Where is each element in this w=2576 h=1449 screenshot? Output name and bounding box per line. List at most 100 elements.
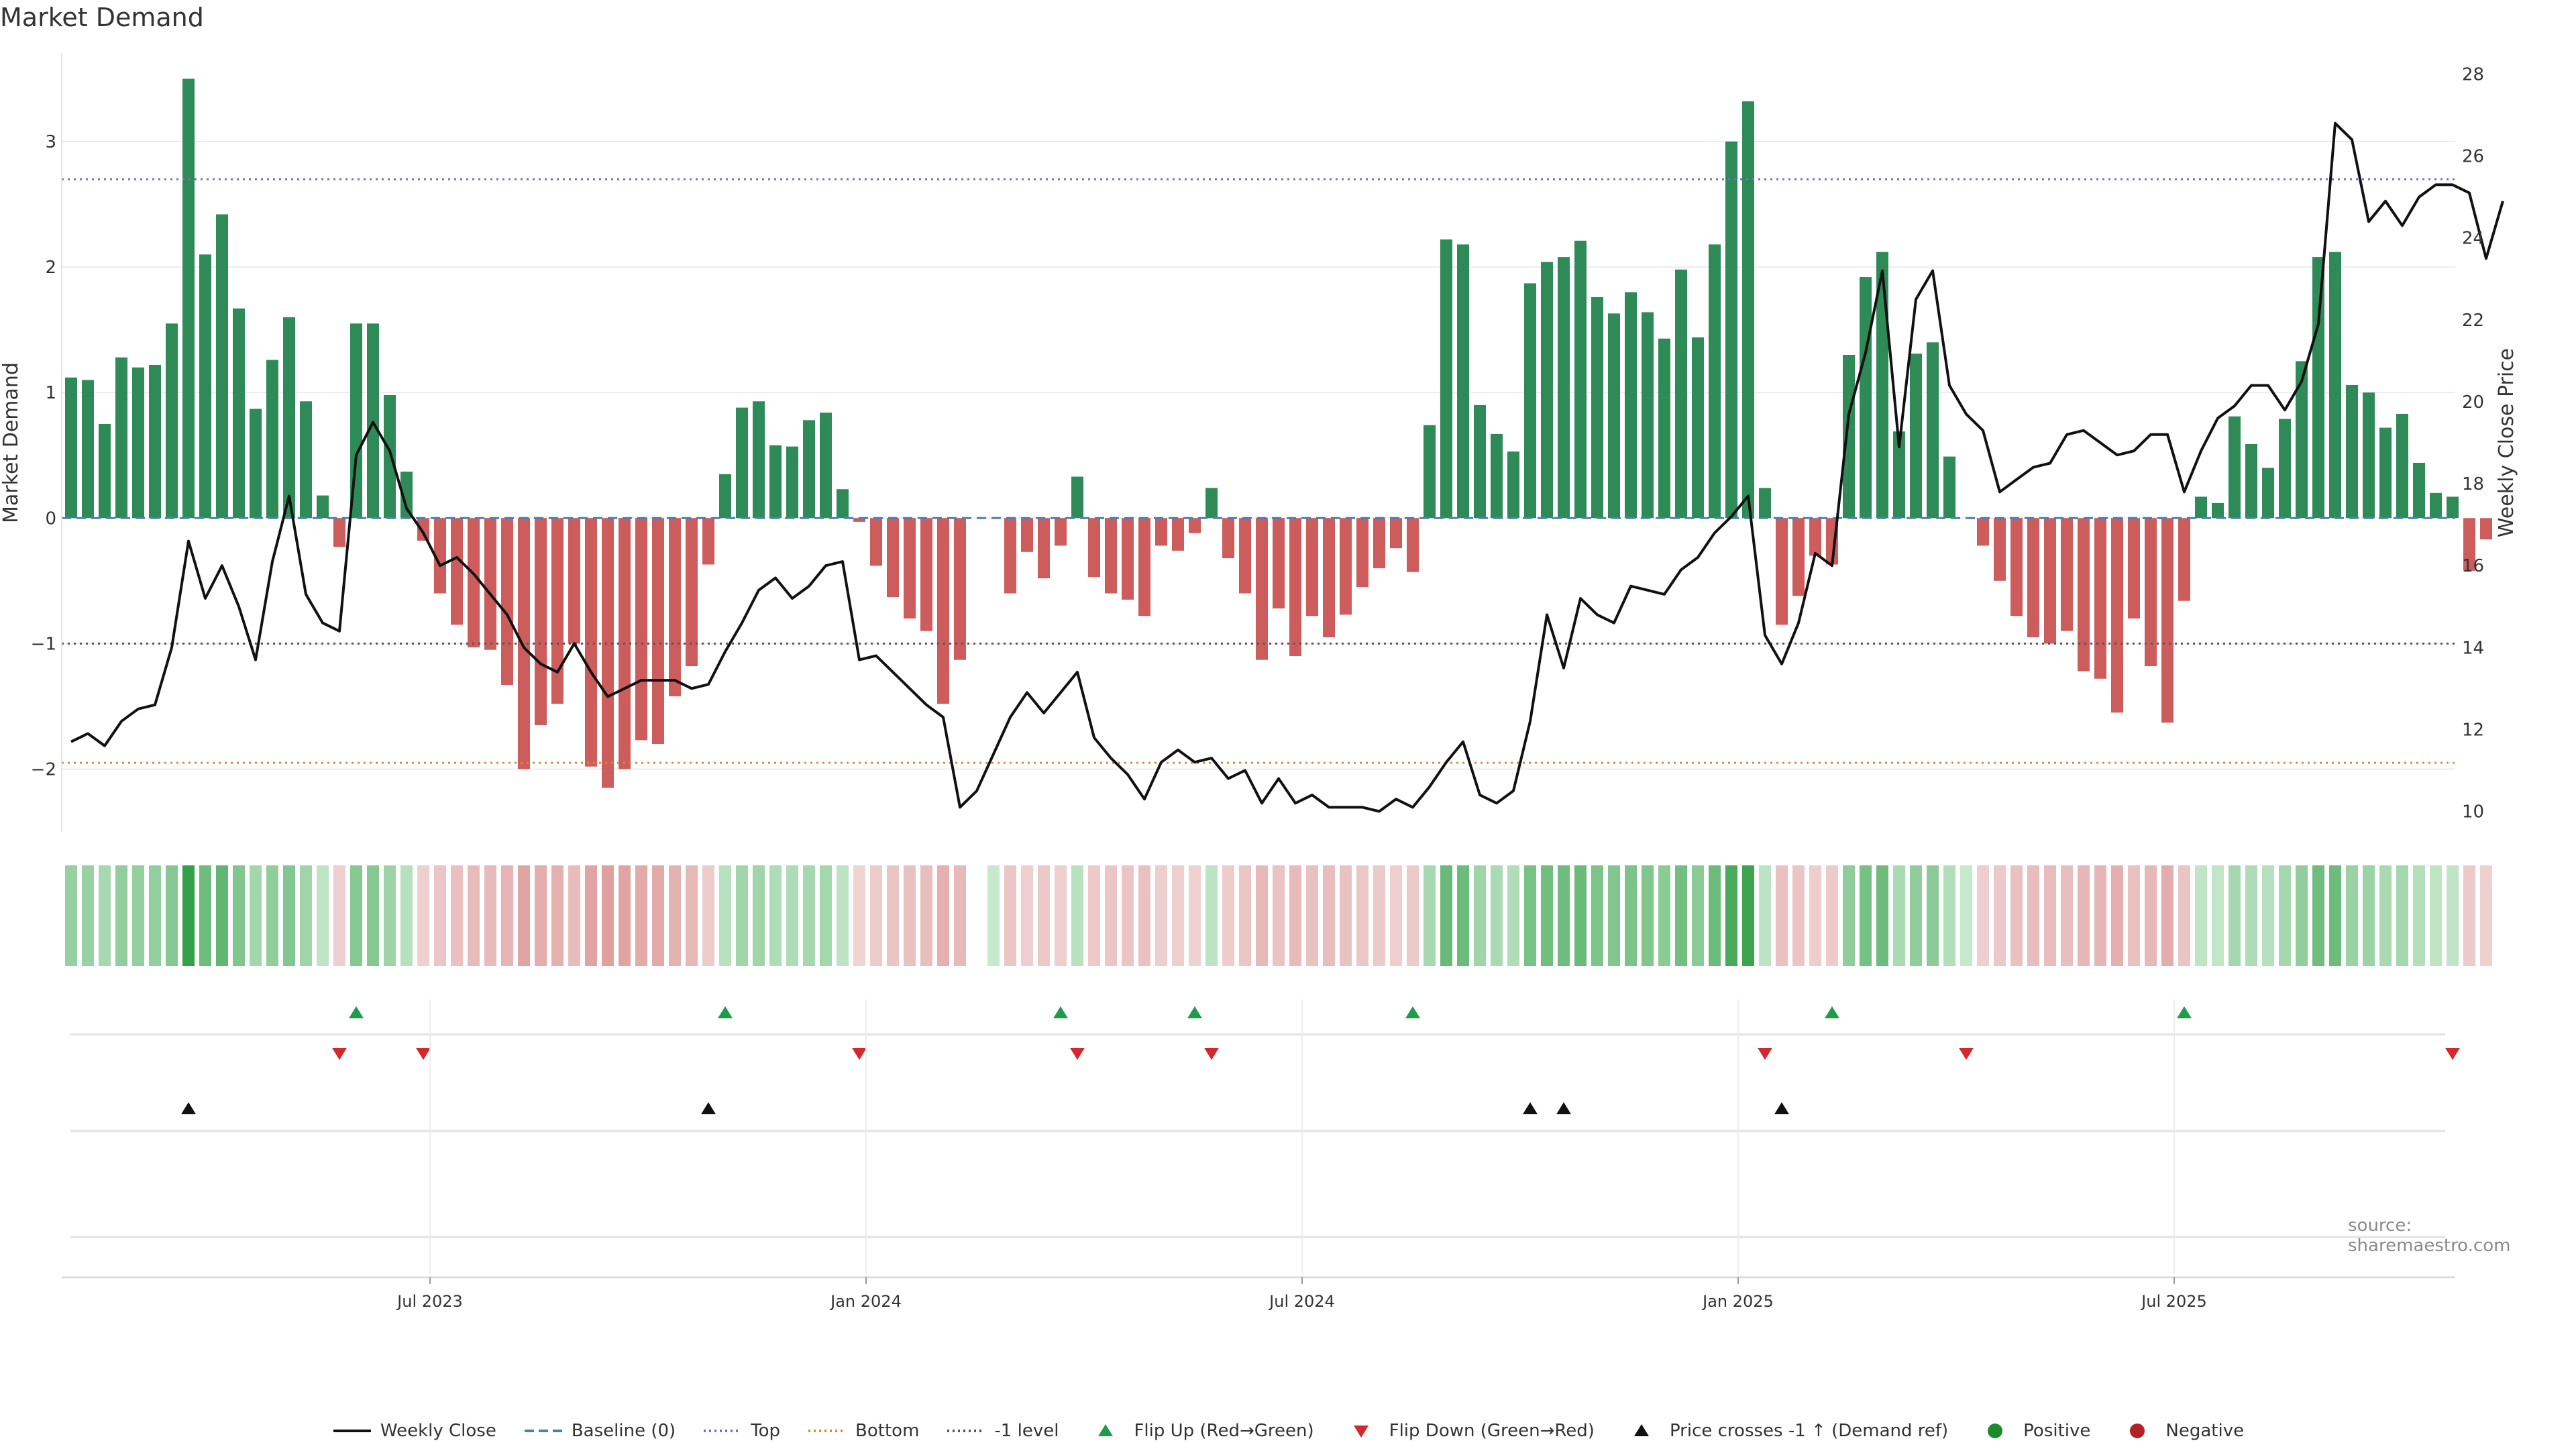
heat-cell [1155,865,1167,966]
heat-cell [2279,865,2291,966]
heat-cell [1306,865,1318,966]
flip-up-marker [1187,1006,1202,1018]
heat-cell [1742,865,1754,966]
demand-bar-positive [1709,244,1721,519]
legend-label: Positive [2023,1421,2091,1441]
heat-cell [2363,865,2375,966]
heat-cell [954,865,966,966]
right-tick-label: 20 [2462,392,2484,413]
triangle-down-icon [1353,1426,1368,1438]
demand-bar-negative [1004,518,1016,594]
heat-cell [115,865,127,966]
heat-cell [333,865,345,966]
heat-cell [1876,865,1888,966]
event-markers [70,1006,2460,1238]
demand-bar-negative [1977,518,1989,546]
heat-cell [2447,865,2459,966]
heat-cell [887,865,899,966]
demand-bar-positive [2379,427,2392,519]
legend-label: Baseline (0) [571,1421,676,1441]
heat-cell [853,865,865,966]
demand-bar-negative [2463,518,2475,571]
demand-bar-positive [250,409,262,519]
heat-cell [1323,865,1335,966]
heat-cell [551,865,564,966]
heat-cell [2212,865,2224,966]
left-tick-label: 2 [45,258,56,278]
demand-bar-positive [166,323,178,519]
heat-cell [1642,865,1654,966]
heat-cell [1927,865,1939,966]
weekly-close-line [70,121,2504,813]
flip-down-marker [1204,1048,1219,1060]
flip-down-marker [332,1048,347,1060]
demand-bar-negative [937,518,949,704]
demand-bar-positive [1071,476,1083,519]
flip-down-marker [416,1048,431,1060]
x-tick-label: Jan 2025 [1701,1292,1774,1311]
heat-cell [1356,865,1368,966]
heat-cell [484,865,496,966]
demand-bar-positive [1541,262,1553,519]
demand-bar-negative [417,518,429,541]
heat-cell [501,865,513,966]
demand-bar-positive [736,407,748,519]
heat-cell [2396,865,2408,966]
demand-bar-negative [451,518,463,625]
heat-cell [1457,865,1469,966]
demand-bar-negative [2480,518,2492,540]
demand-bar-positive [182,78,195,519]
heat-cell [635,865,647,966]
demand-bar-negative [551,518,564,704]
dashed-line-icon [524,1430,562,1432]
demand-bar-positive [2229,416,2241,519]
demand-bar-positive [400,472,413,519]
demand-bar-negative [518,518,530,769]
demand-bar-positive [132,367,144,519]
legend-item: Flip Down (Green→Red) [1341,1421,1595,1441]
heat-cell [1843,865,1855,966]
price-cross-marker [1523,1102,1538,1114]
dot-icon [1988,1424,2003,1438]
heat-cell [1088,865,1100,966]
demand-bar-positive [99,423,111,519]
dotted-line-icon [947,1430,985,1432]
right-axis-title: Weekly Close Price [2495,348,2518,537]
heat-cell [1122,865,1134,966]
demand-bar-positive [1910,354,1922,519]
heat-cell [619,865,631,966]
heat-cell [2245,865,2257,966]
demand-bar-positive [1457,244,1469,519]
demand-bar-positive [2447,496,2459,519]
demand-bar-negative [1122,518,1134,600]
heat-cell [1273,865,1285,966]
demand-bar-positive [2296,361,2308,519]
demand-bar-negative [1105,518,1117,594]
demand-bar-negative [2161,518,2174,723]
heat-cell [1558,865,1570,966]
price-cross-marker [181,1102,196,1114]
heat-cell [2195,865,2207,966]
heat-cell [2480,865,2492,966]
flip-up-marker [1405,1006,1420,1018]
legend-label: Flip Down (Green→Red) [1389,1421,1595,1441]
demand-bar-negative [1172,518,1184,551]
demand-bar-negative [434,518,446,594]
demand-bar-negative [635,518,647,741]
demand-bar-positive [753,401,765,519]
demand-bar-negative [954,518,966,660]
heat-cell [1189,865,1201,966]
demand-bar-negative [2044,518,2056,644]
heat-cell [1994,865,2006,966]
heat-cell [803,865,815,966]
heat-cell [1222,865,1234,966]
demand-bar-negative [1273,518,1285,608]
legend-item: Weekly Close [332,1421,496,1441]
heat-cell [870,865,882,966]
legend-label: Price crosses -1 ↑ (Demand ref) [1669,1421,1949,1441]
heat-cell [1340,865,1352,966]
left-tick-label: −2 [31,759,56,780]
demand-bar-negative [1792,518,1805,596]
demand-bar-negative [1407,518,1419,572]
heat-cell [1038,865,1050,966]
